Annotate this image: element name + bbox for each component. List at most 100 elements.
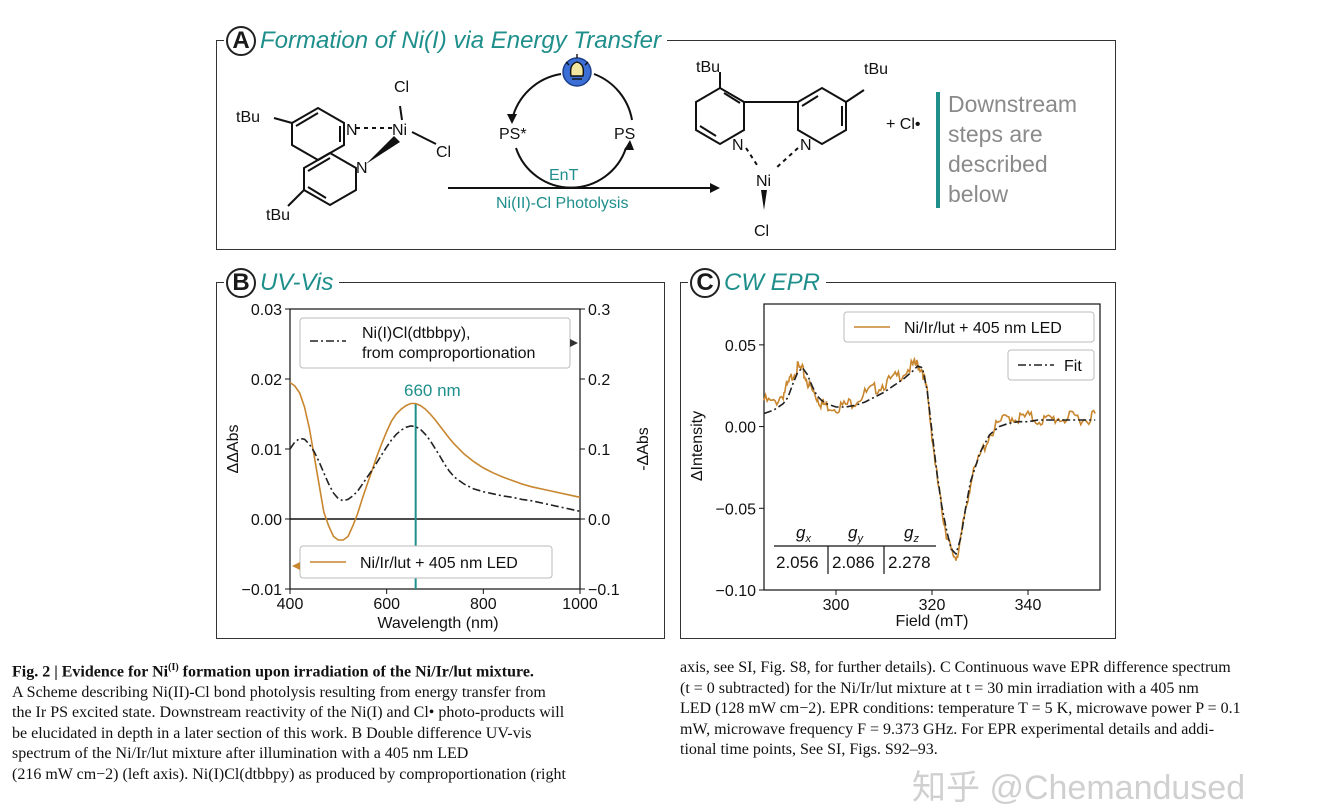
product-tbu-1: tBu [696,59,720,76]
uvvis-series-comprop [289,425,581,513]
uvvis-ytick-right-label: 0.2 [588,372,610,389]
cycle-arc-right [593,73,633,121]
caption-right: axis, see SI, Fig. S8, for further detai… [680,658,1325,761]
uvvis-chart: 400 600 800 1000 −0.01 0.00 0.01 0.02 0.03 −0.1 0.… [225,302,652,632]
panel-b-letter: B [226,268,256,298]
epr-xtick-label: 340 [1015,597,1042,614]
caption-left-line4: spectrum of the Ni/Ir/lut mixture after … [12,745,469,763]
product-n1: N [732,137,744,154]
epr-xlabel: Field (mT) [896,613,969,630]
uvvis-ytick-label: 0.02 [251,372,282,389]
reactant-ring-2 [303,151,357,207]
uvvis-ytick-label: 0.00 [251,512,282,529]
caption-right-line4: mW, microwave frequency F = 9.373 GHz. F… [680,720,1215,738]
g-value-z: 2.278 [888,553,931,572]
wedge-bond [366,136,400,164]
epr-xtick-label: 300 [823,597,850,614]
epr-legend-fit-label: Fit [1064,358,1082,375]
uvvis-xtick-label: 400 [277,596,304,613]
uvvis-legend-top: Ni(I)Cl(dtbbpy), from comproportionation [299,317,578,369]
reactant-cl2: Cl [436,144,451,161]
uvvis-ytick-label: −0.01 [242,582,283,599]
panel-b-title: B UV-Vis [224,268,340,298]
g-value-x: 2.056 [776,553,819,572]
uvvis-marker-label: 660 nm [404,381,461,400]
panel-c-letter: C [690,268,720,298]
product-ring-2 [797,86,847,146]
uvvis-ytick-right-label: 0.3 [588,302,610,319]
caption-left-line5: (216 mW cm−2) (left axis). Ni(I)Cl(dtbbp… [12,765,566,783]
uvvis-ytick-right-label: 0.0 [588,512,610,529]
product-cl-radical: + Cl• [886,116,921,133]
product-ni: Ni [756,173,771,190]
reactant-n2: N [356,160,368,177]
caption-title: Fig. 2 | Evidence for Ni(I) formation up… [12,662,534,681]
panel-a-letter: A [226,26,256,56]
g-header-z: gz [904,523,919,545]
uvvis-ylabel-right: -ΔAbs [635,427,652,471]
epr-ylabel: ΔIntensity [689,411,706,481]
epr-ytick-label: −0.05 [716,501,757,518]
epr-ytick-label: −0.10 [716,583,757,600]
g-header-y: gy [848,523,864,545]
reactant-ring-1 [291,106,345,162]
downstream-line-2: steps are [948,121,1043,147]
downstream-line-3: described [948,151,1048,177]
panel-c-heading: CW EPR [724,269,820,296]
reactant-n1: N [346,122,358,139]
uvvis-ytick-right-label: 0.1 [588,442,610,459]
watermark: 知乎 @Chemandused [912,769,1246,807]
panel-c-title: C CW EPR [688,268,826,298]
reactant-tbu-1: tBu [236,109,260,126]
caption-right-line5: tional time points, See SI, Figs. S92–93… [680,741,938,758]
caption-left-line2: the Ir PS excited state. Downstream reac… [12,704,565,722]
g-header-x: gx [796,523,811,545]
caption-right-line2: (t = 0 subtracted) for the Ni/Ir/lut mix… [680,679,1199,697]
cycle-ent: EnT [549,167,579,184]
panel-a-title: A Formation of Ni(I) via Energy Transfer [224,26,668,56]
uvvis-legend-top-line1: Ni(I)Cl(dtbbpy), [362,325,470,342]
caption-left: Fig. 2 | Evidence for Ni(I) formation up… [12,658,662,785]
epr-ytick-label: 0.00 [725,420,756,437]
cycle-ps-star: PS* [499,126,527,143]
reactant-cl1: Cl [394,79,409,96]
epr-legend-data-label: Ni/Ir/lut + 405 nm LED [904,320,1062,337]
epr-series-fit [763,365,1096,556]
product-n2: N [800,137,812,154]
cycle-arc-left [511,73,562,121]
uvvis-xtick-label: 1000 [562,596,598,613]
uvvis-series-led [289,381,581,541]
caption-left-line3: be elucidated in depth in a later sectio… [12,724,532,742]
epr-legend-data: Ni/Ir/lut + 405 nm LED [843,311,1095,343]
product-tbu-2: tBu [864,61,888,78]
uvvis-legend-top-line2: from comproportionation [362,345,535,362]
epr-frame [763,303,1101,591]
uvvis-xtick-label: 800 [470,596,497,613]
downstream-line-1: Downstream [948,91,1077,117]
reactant-tbu-2: tBu [266,207,290,224]
reactant-ni: Ni [392,122,407,139]
epr-chart: 300 320 340 −0.10 −0.05 0.00 0.05 Ni/Ir/lut + … [689,303,1101,630]
uvvis-ytick-right-label: −0.1 [588,582,620,599]
downstream-line-4: below [948,181,1008,207]
reaction-scheme: tBu tBu N N Ni Cl Cl PS* PS EnT Ni(II)-C… [236,54,1077,240]
cycle-ps: PS [614,126,635,143]
caption-right-line3: LED (128 mW cm−2). EPR conditions: tempe… [680,700,1241,717]
arrow-label: Ni(II)-Cl Photolysis [496,195,628,212]
uvvis-xlabel: Wavelength (nm) [377,615,498,632]
panel-a [216,40,1116,250]
uvvis-xtick-label: 600 [373,596,400,613]
uvvis-ytick-label: 0.01 [251,442,282,459]
product-ring-1 [695,86,745,146]
epr-legend-fit: Fit [1007,349,1095,381]
product-wedge [761,190,767,210]
g-value-y: 2.086 [832,553,875,572]
uvvis-legend-bottom-label: Ni/Ir/lut + 405 nm LED [360,555,518,572]
panel-b-heading: UV-Vis [260,269,334,296]
product-cl: Cl [754,223,769,240]
caption-left-line1: A Scheme describing Ni(II)-Cl bond photo… [12,683,546,701]
caption-right-line1: axis, see SI, Fig. S8, for further detai… [680,659,1231,676]
epr-xtick-label: 320 [919,597,946,614]
epr-ytick-label: 0.05 [725,338,756,355]
g-value-table: gx gy gz 2.056 2.086 2.278 [774,523,936,574]
